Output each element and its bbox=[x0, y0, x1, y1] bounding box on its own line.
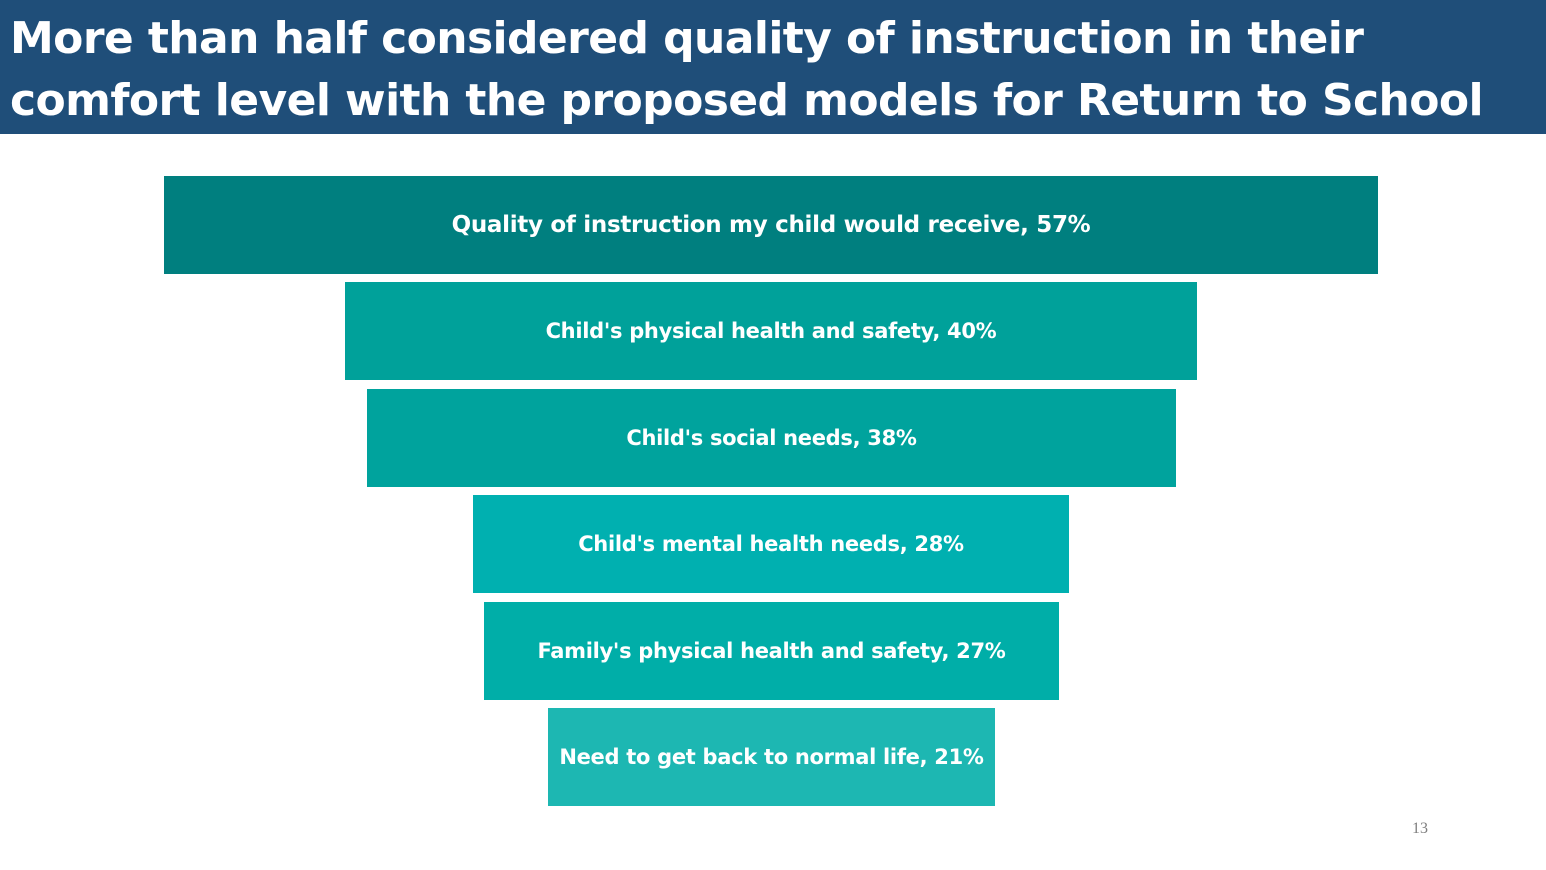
funnel-bar-label: Quality of instruction my child would re… bbox=[451, 212, 1091, 238]
funnel-bar-1: Quality of instruction my child would re… bbox=[164, 176, 1378, 274]
funnel-bar-label: Family's physical health and safety, 27% bbox=[537, 639, 1006, 663]
funnel-bar-label: Child's physical health and safety, 40% bbox=[545, 319, 997, 343]
funnel-bar-label: Child's mental health needs, 28% bbox=[578, 532, 964, 556]
funnel-bar-6: Need to get back to normal life, 21% bbox=[548, 708, 995, 806]
funnel-bar-label: Need to get back to normal life, 21% bbox=[559, 745, 984, 769]
page-number: 13 bbox=[1412, 820, 1428, 837]
title-banner: More than half considered quality of ins… bbox=[0, 0, 1546, 134]
funnel-bar-3: Child's social needs, 38% bbox=[367, 389, 1176, 487]
funnel-bar-4: Child's mental health needs, 28% bbox=[473, 495, 1069, 593]
funnel-bar-5: Family's physical health and safety, 27% bbox=[484, 602, 1059, 700]
slide-title: More than half considered quality of ins… bbox=[10, 13, 1484, 126]
funnel-bar-label: Child's social needs, 38% bbox=[626, 426, 917, 450]
funnel-bar-2: Child's physical health and safety, 40% bbox=[345, 282, 1197, 380]
